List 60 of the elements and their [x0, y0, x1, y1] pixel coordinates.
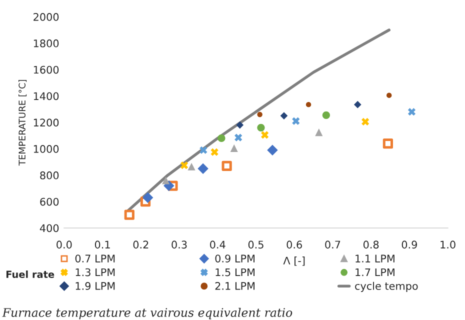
- x-tick-label: 0.7: [325, 240, 340, 249]
- legend-label: 1.9 LPM: [76, 282, 115, 290]
- x-tick-label: 0.8: [363, 240, 379, 249]
- point: [386, 92, 392, 98]
- text: Furnace temperature at vairous equivalent ratio: [2, 308, 292, 320]
- point: [382, 138, 394, 149]
- point: [222, 160, 232, 172]
- y-axis-title: TEMPERATURE [°C]: [18, 80, 27, 166]
- x-tick-label: 0.2: [133, 240, 148, 249]
- point: [267, 144, 278, 156]
- point: [257, 124, 265, 132]
- x-tick-label: 0.5: [248, 240, 264, 249]
- legend-label: cycle tempo: [355, 282, 418, 292]
- x-tick-label: 0.6: [286, 240, 302, 249]
- x-tick-label: 0.3: [172, 240, 187, 249]
- legend-label: 0.9 LPM: [215, 254, 254, 262]
- y-tick-label: 600: [40, 198, 59, 206]
- point: [236, 121, 244, 129]
- y-tick-label: 1400: [34, 92, 59, 100]
- legend-title: Fuel rate: [6, 270, 54, 278]
- x-tick-label: 0.1: [94, 240, 110, 249]
- point: [322, 111, 330, 119]
- legend-label: 0.7 LPM: [75, 254, 115, 262]
- point: [230, 144, 238, 152]
- y-tick-label: 1000: [34, 145, 59, 153]
- point: [354, 100, 362, 108]
- point: [162, 176, 170, 184]
- x-tick-label: 0.4: [210, 240, 226, 249]
- y-tick-label: 2000: [34, 13, 59, 21]
- y-tick-label: 1200: [34, 118, 59, 127]
- point: [124, 210, 134, 220]
- point: [292, 117, 300, 125]
- point: [210, 148, 218, 156]
- legend-label: 1.7 LPM: [356, 268, 394, 276]
- legend-label: 1.3 LPM: [76, 268, 115, 276]
- x-tick-label: 1.0: [440, 240, 456, 249]
- y-tick-label: 800: [40, 171, 59, 180]
- legend-label: 1.5 LPM: [216, 268, 254, 276]
- point: [362, 118, 370, 126]
- point: [257, 112, 262, 118]
- point: [261, 131, 269, 139]
- y-tick-label: 1800: [34, 39, 59, 48]
- x-tick-label: 0.9: [402, 240, 417, 249]
- legend-label: 2.1 LPM: [215, 282, 254, 290]
- point: [218, 134, 226, 142]
- x-tick-label: 0.0: [56, 240, 72, 249]
- point: [280, 112, 288, 120]
- point: [180, 161, 188, 170]
- y-tick-label: 1600: [34, 66, 59, 74]
- x-axis-title: Λ [-]: [283, 256, 305, 266]
- y-tick-label: 400: [40, 224, 59, 232]
- point: [188, 162, 196, 170]
- point: [408, 108, 416, 116]
- point: [315, 128, 323, 136]
- point: [200, 146, 208, 154]
- point: [198, 163, 208, 174]
- legend-label: 1.1 LPM: [356, 254, 394, 262]
- point: [234, 134, 242, 142]
- point: [306, 102, 312, 108]
- point: [142, 192, 154, 204]
